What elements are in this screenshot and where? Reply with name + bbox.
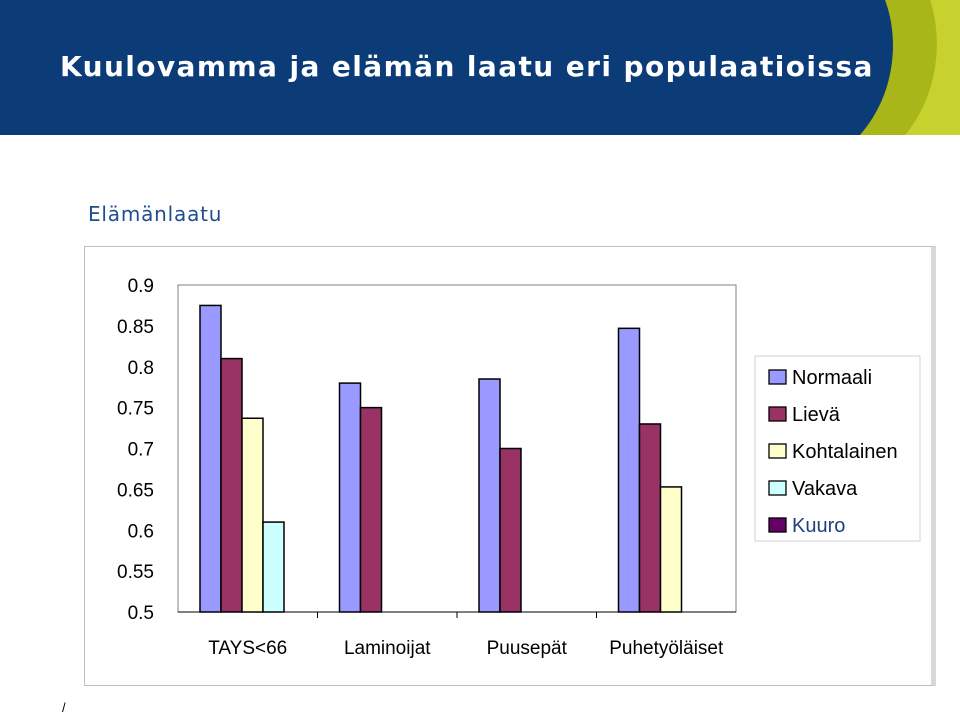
legend: Normaali Lievä Kohtalainen Vakava Kuuro: [754, 355, 921, 542]
y-tick-label: 0.5: [128, 603, 154, 624]
header-navy-band: [0, 0, 960, 135]
legend-swatch: [768, 480, 787, 496]
legend-label: Vakava: [792, 478, 858, 500]
x-tick-label: TAYS<66: [208, 638, 287, 659]
header-accent-shadow: [905, 0, 960, 135]
header-banner: [0, 0, 960, 135]
legend-label: Lievä: [792, 404, 841, 426]
legend-label: Kuuro: [792, 515, 845, 537]
y-tick-label: 0.7: [128, 440, 154, 461]
bar-normaali: [478, 378, 501, 613]
legend-swatch: [768, 443, 787, 459]
chart-frame: [84, 246, 936, 686]
bar-normaali: [338, 382, 362, 613]
x-tick-label: Laminoijat: [344, 638, 431, 659]
bar-kohtalainen: [659, 486, 683, 613]
bars-layer: [199, 304, 683, 613]
bar-normaali: [617, 327, 641, 613]
bar-lievä: [220, 357, 243, 613]
footer-mark: /: [62, 700, 66, 715]
y-tick-label: 0.65: [117, 480, 154, 501]
legend-swatch: [768, 369, 787, 385]
legend-label: Kohtalainen: [792, 441, 898, 463]
y-tick-label: 0.9: [128, 276, 154, 297]
y-tick-label: 0.75: [117, 399, 154, 420]
section-label: Elämänlaatu: [88, 202, 223, 226]
x-tick-label: Puhetyöläiset: [609, 638, 724, 659]
x-tick-label: Puusepät: [487, 638, 568, 659]
slide-title: Kuulovamma ja elämän laatu eri populaati…: [60, 50, 874, 83]
y-tick-label: 0.55: [117, 562, 154, 583]
y-tick-label: 0.85: [117, 317, 154, 338]
bar-normaali: [199, 304, 222, 613]
legend-swatch: [768, 406, 787, 422]
legend-swatch: [768, 517, 787, 533]
bar-lievä: [638, 423, 662, 613]
bar-lievä: [499, 447, 522, 613]
bar-vakava: [262, 521, 285, 613]
bar-kohtalainen: [241, 417, 264, 613]
y-tick-label: 0.8: [128, 358, 154, 379]
legend-label: Normaali: [792, 367, 872, 389]
bar-lievä: [359, 406, 383, 613]
y-tick-label: 0.6: [128, 521, 154, 542]
